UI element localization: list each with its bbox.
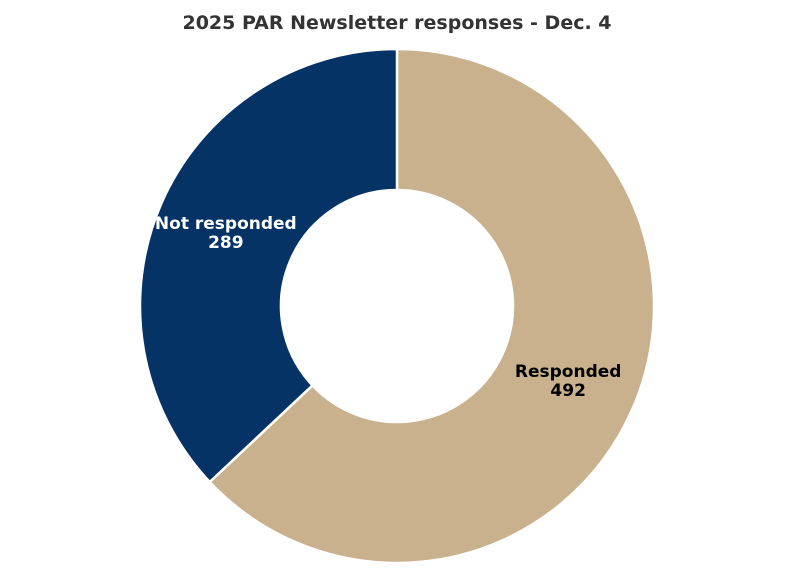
chart-title: 2025 PAR Newsletter responses - Dec. 4 xyxy=(182,12,612,34)
donut-labels: Responded 492 Not responded 289 xyxy=(155,214,622,401)
slice-value-label: 289 xyxy=(208,233,244,253)
slice-category-label: Not responded xyxy=(155,214,297,234)
slice-responded xyxy=(208,47,656,565)
donut-slices xyxy=(138,47,656,565)
slice-label-not-responded: Not responded 289 xyxy=(155,214,297,253)
slice-label-responded: Responded 492 xyxy=(515,362,622,401)
slice-category-label: Responded xyxy=(515,362,622,382)
slice-not-responded xyxy=(138,47,399,484)
slice-value-label: 492 xyxy=(550,381,586,401)
